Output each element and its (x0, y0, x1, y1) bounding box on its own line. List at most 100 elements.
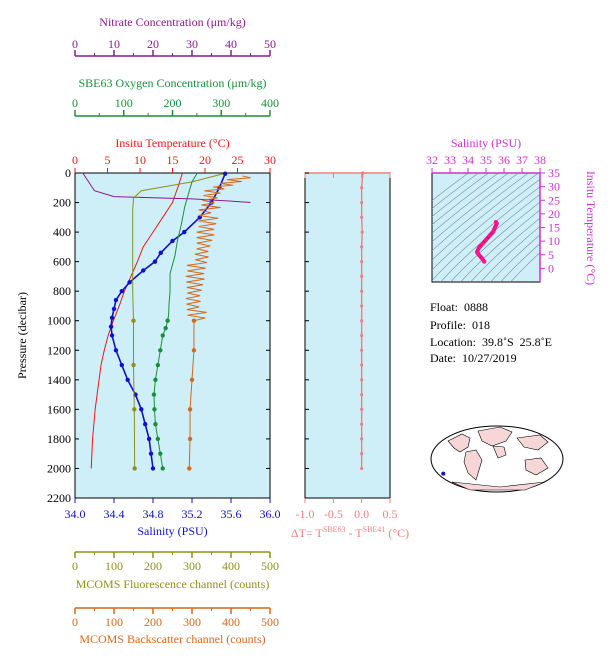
oxygen-point (153, 421, 158, 427)
location: Location: 39.8˚S 25.8˚E (430, 335, 552, 349)
oxygen-point (155, 362, 161, 368)
float-location-marker (441, 471, 446, 476)
salinity-point (148, 451, 154, 456)
fluorescence-tick-label: 100 (105, 559, 123, 573)
fluorescence-axis-title: MCOMS Fluorescence channel (counts) (76, 577, 270, 591)
oxygen-tick-label: 200 (164, 96, 182, 110)
delta-tick-label: -1.0 (296, 507, 315, 521)
salinity-point (143, 421, 148, 427)
ts-point (480, 241, 485, 246)
salinity-point (158, 250, 163, 255)
ts-plot-area (431, 172, 541, 283)
backscatter-point (189, 377, 195, 383)
delta-point (360, 407, 364, 411)
density-contour (470, 217, 540, 282)
delta-point (360, 186, 364, 190)
salinity-point (139, 407, 144, 412)
y-axis-label: Pressure (decibar) (15, 292, 29, 379)
salinity-point (150, 466, 156, 471)
backscatter-axis-title: MCOMS Backscatter channel (counts) (79, 632, 265, 646)
ts-y-tick-label: 30 (548, 180, 560, 194)
ts-x-axis-title: Salinity (PSU) (451, 136, 521, 150)
fluorescence-point (132, 407, 137, 412)
ts-point (484, 237, 488, 242)
density-contour (450, 201, 540, 282)
y-tick-label: 1400 (47, 373, 71, 387)
temperature-tick-label: 0 (72, 153, 78, 167)
oxygen-point (160, 333, 165, 338)
oxygen-axis-title: SBE63 Oxygen Concentration (μm/kg) (78, 76, 266, 90)
map-landmass (524, 457, 549, 476)
fluorescence-series-line (132, 173, 224, 469)
ts-y-tick-label: 0 (548, 261, 554, 275)
ts-point (475, 250, 479, 255)
temperature-tick-label: 30 (264, 153, 276, 167)
fluorescence-tick-label: 200 (144, 559, 162, 573)
delta-plot-area (304, 172, 391, 499)
map-landmass (463, 449, 483, 481)
salinity-point (152, 259, 158, 264)
oxygen-tick-label: 300 (212, 96, 230, 110)
world-map (430, 425, 564, 493)
salinity-point (222, 171, 228, 176)
delta-temperature-axes: -1.0 -0.5 0.0 0.5 ΔT= TSBE63 - TSBE41 (°C) (291, 171, 409, 540)
salinity-point (119, 288, 125, 294)
oxygen-point (163, 325, 168, 331)
delta-point (360, 304, 364, 308)
oxygen-tick-label: 400 (261, 96, 279, 110)
delta-point (360, 392, 364, 397)
delta-point (360, 245, 364, 249)
y-tick-label: 400 (53, 225, 71, 239)
ts-y-tick-label: 25 (548, 193, 560, 207)
y-tick-label: 1600 (47, 402, 71, 416)
delta-tick-label: 0.0 (354, 507, 369, 521)
density-contour (500, 243, 540, 282)
y-tick-label: 800 (53, 284, 71, 298)
salinity-point (109, 333, 115, 338)
date: Date: 10/27/2019 (430, 351, 517, 365)
delta-point (360, 466, 364, 471)
salinity-tick-label: 35.2 (182, 507, 203, 521)
delta-point (360, 378, 364, 382)
salinity-point (182, 229, 187, 235)
y-tick-label: 1800 (47, 432, 71, 446)
nitrate-tick-label: 10 (108, 37, 120, 51)
y-tick-label: 0 (65, 166, 71, 180)
nitrate-series-line (82, 172, 251, 204)
oxygen-point (165, 318, 170, 323)
oxygen-point (160, 466, 165, 471)
density-contour (432, 173, 529, 252)
y-tick-label: 200 (53, 196, 71, 210)
delta-point (360, 333, 364, 338)
density-contour (432, 173, 499, 226)
y-tick-label: 2000 (47, 461, 71, 475)
salinity-point (113, 297, 119, 303)
ts-point (480, 256, 485, 261)
delta-point (360, 422, 364, 426)
fluorescence-tick-label: 500 (261, 559, 279, 573)
salinity-tick-label: 35.6 (221, 507, 242, 521)
backscatter-point (187, 466, 192, 471)
density-contour (432, 173, 509, 234)
density-contour (510, 252, 540, 282)
ts-y-tick-label: 15 (548, 221, 560, 235)
oxygen-point (158, 348, 163, 353)
backscatter-point (191, 348, 197, 353)
density-contour (432, 173, 469, 201)
map-landmass (451, 481, 546, 491)
temperature-tick-label: 15 (167, 153, 179, 167)
ts-point (493, 225, 497, 230)
oxygen-point (151, 392, 157, 397)
ts-x-tick-label: 36 (498, 153, 510, 167)
ts-point (476, 245, 481, 250)
nitrate-tick-label: 40 (225, 37, 237, 51)
salinity-point (170, 238, 175, 244)
density-contour (460, 209, 540, 282)
fluorescence-point (131, 362, 136, 368)
fluorescence-tick-label: 400 (222, 559, 240, 573)
ts-x-tick-label: 33 (444, 153, 456, 167)
ts-y-tick-label: 10 (548, 234, 560, 248)
salinity-axis-title: Salinity (PSU) (137, 524, 207, 538)
density-contour (432, 173, 479, 209)
